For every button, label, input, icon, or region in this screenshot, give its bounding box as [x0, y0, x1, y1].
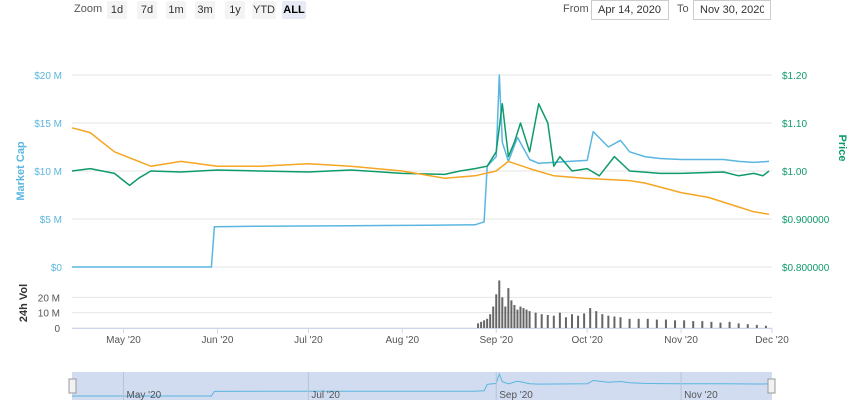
right-axis-tick-label: $0.900000: [782, 215, 830, 226]
volume-bar: [583, 313, 586, 328]
volume-bar: [728, 321, 731, 328]
volume-bar: [495, 294, 498, 328]
volume-bar: [510, 300, 513, 328]
volume-bar: [746, 324, 749, 328]
volume-bar: [504, 306, 507, 328]
volume-bar: [655, 319, 658, 328]
volume-bar: [755, 324, 758, 328]
volume-bar: [483, 320, 486, 328]
volume-bar: [477, 323, 480, 328]
volume-bar: [564, 317, 567, 328]
volume-bar: [701, 321, 704, 328]
zoom-3m-button[interactable]: 3m: [195, 1, 215, 19]
volume-bar: [507, 288, 510, 328]
volume-bar: [607, 315, 610, 328]
to-date-input[interactable]: [693, 0, 771, 20]
volume-bar: [628, 318, 631, 328]
right-axis-tick-label: $1.10: [782, 119, 807, 130]
volume-bar: [525, 309, 528, 328]
volume-bar: [710, 321, 713, 328]
volume-bar: [540, 314, 543, 328]
volume-bar: [534, 312, 537, 328]
left-axis-tick-label: $20 M: [34, 71, 62, 82]
x-axis-tick-label: Jul '20: [294, 335, 323, 346]
orange-line: [71, 127, 770, 215]
navigator-selection: [72, 372, 772, 400]
volume-bar: [501, 297, 504, 328]
volume-bar: [692, 321, 695, 328]
volume-bar: [489, 314, 492, 328]
volume-bar: [528, 311, 531, 328]
volume-bar: [519, 306, 522, 328]
price-line: [71, 103, 770, 187]
zoom-1y-button[interactable]: 1y: [225, 1, 245, 19]
x-axis-tick-label: May '20: [106, 335, 141, 346]
right-axis-tick-label: $1.00: [782, 167, 807, 178]
volume-bar: [613, 316, 616, 328]
x-axis-tick-label: Jun '20: [201, 335, 233, 346]
zoom-1m-button[interactable]: 1m: [166, 1, 186, 19]
volume-bar: [480, 321, 483, 328]
volume-bar: [516, 309, 519, 328]
right-axis-tick-label: $0.800000: [782, 263, 830, 274]
zoom-7d-button[interactable]: 7d: [137, 1, 157, 19]
left-axis-tick-label: $5 M: [40, 215, 62, 226]
left-axis-tick-label: $15 M: [34, 119, 62, 130]
navigator-tick-label: Nov '20: [684, 390, 718, 400]
volume-bar: [522, 308, 525, 328]
volume-bar: [546, 314, 549, 328]
volume-bar: [589, 308, 592, 328]
volume-bar: [558, 312, 561, 328]
navigator-tick-label: Sep '20: [499, 390, 533, 400]
x-axis-tick-label: Aug '20: [385, 335, 419, 346]
volume-axis-tick-label: 10 M: [38, 309, 60, 320]
volume-bar: [513, 305, 516, 328]
volume-bar: [646, 318, 649, 328]
volume-bar: [486, 318, 489, 328]
volume-bar: [674, 320, 677, 328]
left-axis-title: Market Cap: [15, 141, 27, 201]
zoom-all-button[interactable]: ALL: [282, 1, 306, 19]
volume-bar: [664, 319, 667, 328]
chart-toolbar: Zoom 1d 7d 1m 3m 1y YTD ALL From To: [0, 0, 850, 24]
navigator-left-handle[interactable]: [68, 378, 77, 394]
volume-bar: [619, 317, 622, 328]
volume-bar: [492, 306, 495, 328]
x-axis-tick-label: Oct '20: [571, 335, 603, 346]
volume-bar: [737, 323, 740, 328]
navigator-tick-label: Jul '20: [311, 390, 340, 400]
navigator-series: [72, 372, 770, 397]
volume-axis-tick-label: 0: [54, 324, 60, 335]
zoom-label: Zoom: [74, 3, 103, 15]
market-cap-line: [72, 74, 770, 268]
navigator-right-handle[interactable]: [767, 378, 776, 394]
x-axis-tick-label: Sep '20: [479, 335, 513, 346]
volume-bar: [601, 314, 604, 328]
left-axis-tick-label: $10 M: [34, 167, 62, 178]
x-axis-tick-label: Nov '20: [664, 335, 698, 346]
left-axis-tick-label: $0: [51, 263, 63, 274]
from-label: From: [563, 3, 589, 15]
to-label: To: [677, 3, 689, 15]
volume-bar: [498, 280, 501, 328]
volume-axis-title: 24h Vol: [18, 284, 30, 322]
volume-axis-tick-label: 20 M: [38, 293, 60, 304]
volume-bar: [552, 315, 555, 328]
volume-bar: [719, 322, 722, 328]
zoom-1d-button[interactable]: 1d: [107, 1, 127, 19]
x-axis-tick-label: Dec '20: [755, 335, 789, 346]
from-date-input[interactable]: [591, 0, 669, 20]
navigator-tick-label: May '20: [127, 390, 162, 400]
volume-bar: [637, 318, 640, 328]
volume-bar: [764, 325, 767, 328]
volume-bar: [595, 311, 598, 328]
right-axis-tick-label: $1.20: [782, 71, 807, 82]
right-axis-title: Price: [836, 135, 848, 162]
zoom-ytd-button[interactable]: YTD: [252, 1, 276, 19]
volume-bar: [577, 315, 580, 328]
volume-bar: [571, 314, 573, 328]
volume-bar: [683, 320, 686, 328]
